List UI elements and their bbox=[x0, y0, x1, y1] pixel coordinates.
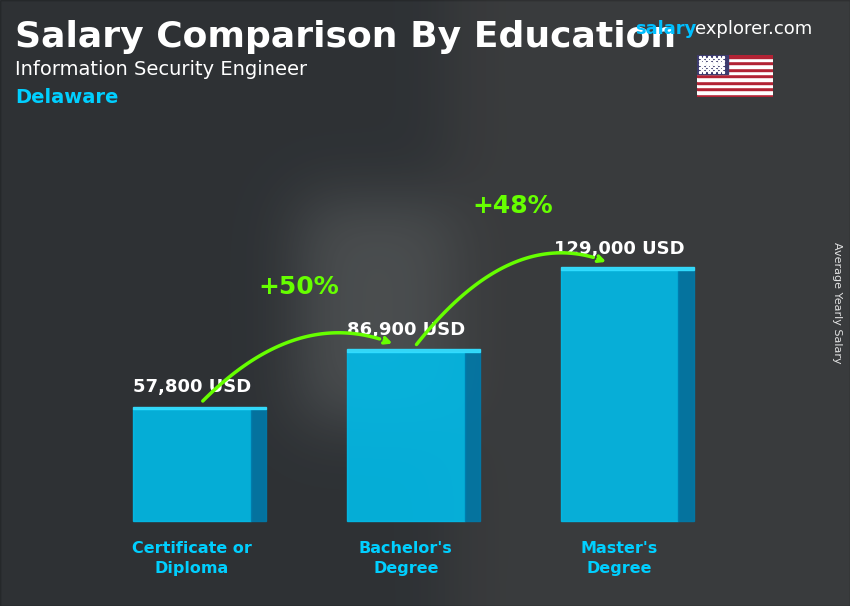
Bar bbox=[697, 68, 774, 71]
Text: +48%: +48% bbox=[473, 194, 553, 218]
Bar bbox=[697, 61, 774, 64]
Bar bbox=[697, 90, 774, 94]
Bar bbox=[133, 407, 266, 408]
Bar bbox=[697, 58, 774, 61]
Bar bbox=[347, 350, 480, 352]
Bar bbox=[697, 84, 774, 87]
Bar bbox=[561, 267, 694, 270]
Text: Delaware: Delaware bbox=[15, 88, 118, 107]
Text: 86,900 USD: 86,900 USD bbox=[347, 322, 465, 339]
Text: +50%: +50% bbox=[258, 275, 339, 299]
Text: Certificate or
Diploma: Certificate or Diploma bbox=[132, 541, 252, 576]
Text: explorer.com: explorer.com bbox=[695, 20, 813, 38]
Bar bbox=[697, 94, 774, 97]
Bar bbox=[697, 74, 774, 78]
Bar bbox=[678, 270, 694, 521]
Bar bbox=[697, 55, 774, 58]
Text: salary: salary bbox=[635, 20, 696, 38]
Text: Average Yearly Salary: Average Yearly Salary bbox=[832, 242, 842, 364]
Text: Master's
Degree: Master's Degree bbox=[581, 541, 658, 576]
Bar bbox=[697, 55, 728, 74]
Bar bbox=[561, 270, 678, 521]
Text: Bachelor's
Degree: Bachelor's Degree bbox=[359, 541, 453, 576]
Bar bbox=[465, 352, 480, 521]
Bar bbox=[697, 81, 774, 84]
Bar bbox=[697, 71, 774, 74]
Bar bbox=[697, 78, 774, 81]
Text: Salary Comparison By Education: Salary Comparison By Education bbox=[15, 20, 676, 54]
Bar bbox=[251, 408, 266, 521]
Text: 57,800 USD: 57,800 USD bbox=[133, 378, 252, 396]
Bar bbox=[697, 64, 774, 68]
Text: 129,000 USD: 129,000 USD bbox=[554, 240, 685, 258]
Text: Information Security Engineer: Information Security Engineer bbox=[15, 60, 307, 79]
Bar bbox=[347, 352, 465, 521]
Bar bbox=[697, 87, 774, 90]
Bar bbox=[133, 408, 251, 521]
